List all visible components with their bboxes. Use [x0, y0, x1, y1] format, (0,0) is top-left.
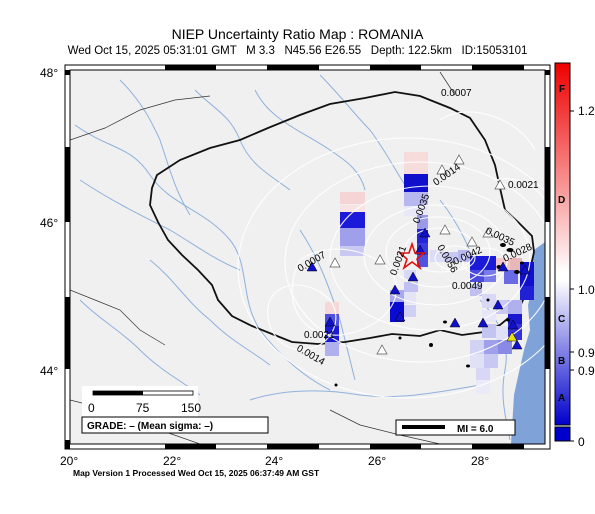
colorbar-grade: F: [559, 84, 565, 95]
scale-bar: 0 75 150: [88, 390, 201, 415]
colorbar-zero-swatch: [554, 426, 571, 442]
lon-label: 24°: [265, 454, 283, 468]
colorbar-grade: A: [558, 393, 565, 404]
map-frame: [64, 64, 551, 450]
colorbar-value: 1.0: [578, 283, 595, 297]
colorbar-grade: D: [558, 195, 565, 206]
black-sea: [511, 242, 545, 444]
colorbar-grade: C: [558, 314, 565, 325]
scale-tick-label: 0: [88, 401, 95, 415]
lat-label: 46°: [40, 216, 58, 230]
latitude-labels: 48° 46° 44°: [40, 66, 58, 378]
contour-lines: [237, 111, 545, 399]
lakes: [334, 243, 524, 387]
scale-tick-label: 150: [181, 401, 201, 415]
lon-label: 26°: [368, 454, 386, 468]
longitude-labels: 20° 22° 24° 26° 28°: [60, 454, 489, 468]
contour-label: 0.0007: [441, 88, 472, 99]
lon-label: 20°: [60, 454, 78, 468]
lon-label: 22°: [163, 454, 181, 468]
colorbar-value: 0: [578, 435, 585, 449]
lat-label: 48°: [40, 66, 58, 80]
grade-text: GRADE: – (Mean sigma: –): [87, 421, 213, 432]
event-info: Wed Oct 15, 2025 05:31:01 GMT M 3.3 N45.…: [67, 45, 528, 57]
scale-tick-label: 75: [136, 401, 150, 415]
colorbar-gradient: [554, 62, 571, 426]
mi-legend-text: MI = 6.0: [457, 424, 494, 435]
seismic-stations: [306, 154, 531, 355]
colorbar-value: 0.9: [578, 346, 595, 360]
footer-processing-info: Map Version 1 Processed Wed Oct 15, 2025…: [73, 468, 320, 478]
colorbar-value: 1.2: [578, 104, 595, 118]
colorbar: F D C B A 1.2 1.0 0.9 0.9 0: [554, 62, 595, 449]
lon-label: 28°: [471, 454, 489, 468]
contour-label: 0.0021: [508, 180, 539, 191]
epicenter-star: [397, 241, 427, 271]
contour-label: 0.0049: [452, 281, 483, 292]
map-title: NIEP Uncertainty Ratio Map : ROMANIA: [171, 26, 424, 42]
colorbar-value: 0.9: [578, 364, 595, 378]
lat-label: 44°: [40, 364, 58, 378]
mi-legend-box: [395, 419, 516, 436]
grade-box: [81, 416, 269, 434]
mi-legend-line: [402, 425, 445, 429]
contour-label: 0.0021: [304, 330, 335, 341]
colorbar-grade: B: [558, 356, 565, 367]
